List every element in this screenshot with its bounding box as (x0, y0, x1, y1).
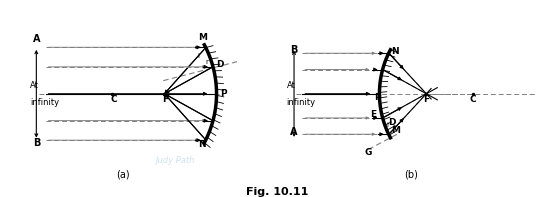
Text: P: P (220, 89, 226, 98)
Text: infinity: infinity (287, 98, 316, 107)
Text: (b): (b) (404, 169, 417, 179)
Text: D: D (216, 60, 224, 69)
Text: C: C (470, 95, 477, 104)
Text: F: F (423, 95, 430, 104)
Text: A: A (33, 34, 40, 44)
Text: P: P (374, 93, 380, 102)
Text: N: N (391, 47, 399, 56)
Text: B: B (33, 138, 40, 148)
Text: A: A (290, 127, 298, 137)
Text: At: At (30, 81, 39, 90)
Text: r: r (205, 59, 209, 65)
Text: Fig. 10.11: Fig. 10.11 (246, 187, 309, 197)
Text: At: At (287, 81, 296, 90)
Text: D: D (387, 118, 395, 127)
Text: N: N (199, 140, 206, 149)
Text: r: r (392, 125, 395, 130)
Text: E: E (370, 110, 376, 119)
Text: (a): (a) (116, 169, 130, 179)
Text: M: M (198, 33, 207, 42)
Text: B: B (290, 45, 297, 55)
Text: infinity: infinity (30, 98, 59, 107)
Text: i: i (386, 122, 388, 128)
Text: M: M (391, 126, 401, 135)
Text: Judy Path: Judy Path (155, 156, 195, 165)
Text: C: C (110, 95, 117, 104)
Text: G: G (365, 148, 372, 157)
Text: i: i (198, 53, 200, 59)
Text: F: F (163, 95, 169, 104)
